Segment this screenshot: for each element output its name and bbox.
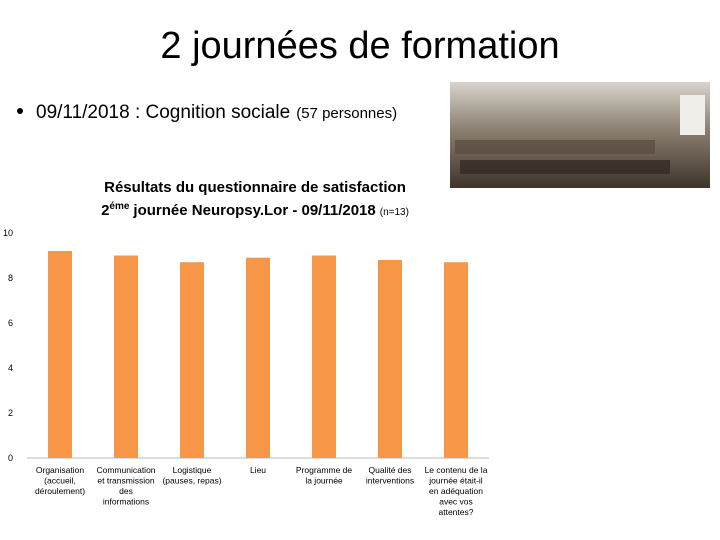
x-tick-label: interventions xyxy=(366,476,414,486)
bar xyxy=(378,260,402,458)
bar xyxy=(444,262,468,458)
x-tick-label: (accueil, xyxy=(44,476,76,486)
x-tick-label: Lieu xyxy=(250,465,266,475)
y-tick-label: 0 xyxy=(8,453,13,463)
chart-title: Résultats du questionnaire de satisfacti… xyxy=(104,179,406,196)
x-tick-label: Logistique xyxy=(173,465,212,475)
x-tick-label: Programme de xyxy=(296,465,352,475)
x-tick-label: Le contenu de la xyxy=(425,465,488,475)
subtitle-superscript: éme xyxy=(109,201,129,212)
x-tick-label: (pauses, repas) xyxy=(162,476,221,486)
y-tick-label: 10 xyxy=(3,228,13,238)
x-tick-label: journée était-il xyxy=(428,476,483,486)
x-tick-label: la journée xyxy=(305,476,343,486)
bar xyxy=(246,257,270,458)
x-tick-label: Communication xyxy=(96,465,155,475)
x-tick-label: informations xyxy=(103,497,149,507)
bar xyxy=(114,255,138,458)
x-tick-label: attentes? xyxy=(439,507,474,517)
bullet-text: 09/11/2018 : Cognition sociale (57 person… xyxy=(36,102,397,123)
x-tick-label: déroulement) xyxy=(35,486,85,496)
bar xyxy=(312,255,336,458)
x-tick-label: avec vos xyxy=(439,497,473,507)
y-tick-label: 4 xyxy=(8,363,13,373)
subtitle-number: 2 xyxy=(101,202,109,219)
bar xyxy=(180,262,204,458)
chart-subtitle: 2éme journée Neuropsy.Lor - 09/11/2018 (n=… xyxy=(101,201,409,219)
x-tick-label: des xyxy=(119,486,133,496)
subtitle-note: (n=13) xyxy=(380,207,409,218)
y-tick-label: 6 xyxy=(8,318,13,328)
bullet-note: (57 personnes) xyxy=(296,105,397,122)
slide-title: 2 journées de formation xyxy=(160,25,559,67)
bullet-main: 09/11/2018 : Cognition sociale xyxy=(36,102,290,123)
y-tick-label: 8 xyxy=(8,273,13,283)
x-tick-label: et transmission xyxy=(97,476,154,486)
bar xyxy=(48,251,72,458)
bullet-dot xyxy=(17,108,23,114)
x-tick-label: Organisation xyxy=(36,465,84,475)
x-tick-label: Qualité des xyxy=(369,465,412,475)
y-tick-label: 2 xyxy=(8,408,13,418)
photo xyxy=(450,82,710,188)
x-tick-label: en adéquation xyxy=(429,486,483,496)
subtitle-text: journée Neuropsy.Lor - 09/11/2018 xyxy=(132,202,375,219)
